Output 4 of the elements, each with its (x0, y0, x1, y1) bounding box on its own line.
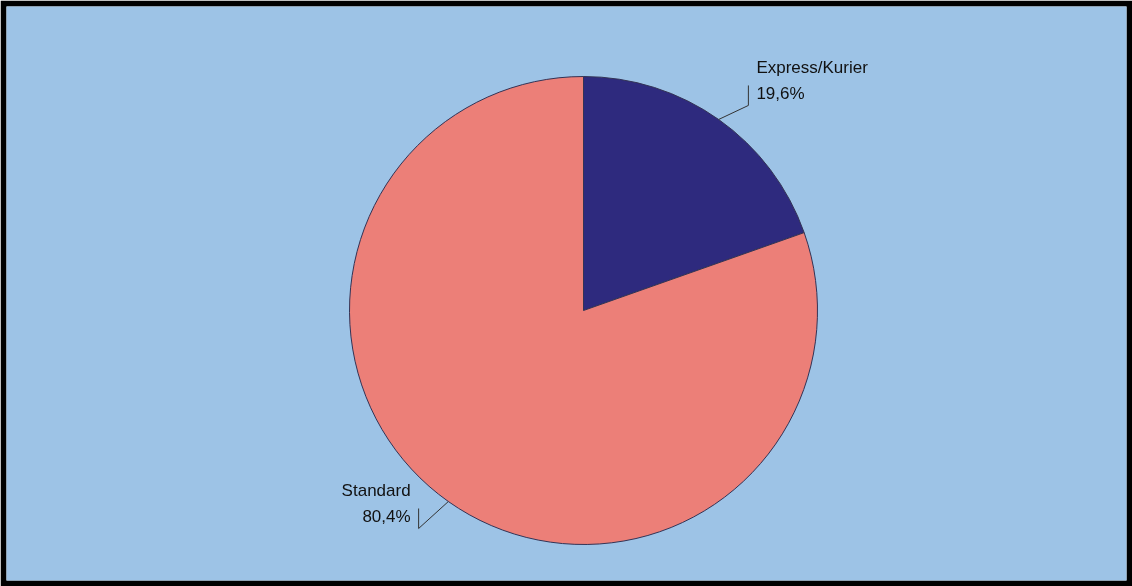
data-label: 80,4% (362, 507, 411, 526)
slice-label: Express/Kurier (756, 57, 869, 77)
slice-label: Standard (341, 481, 411, 500)
data-label: 19,6% (756, 83, 805, 103)
